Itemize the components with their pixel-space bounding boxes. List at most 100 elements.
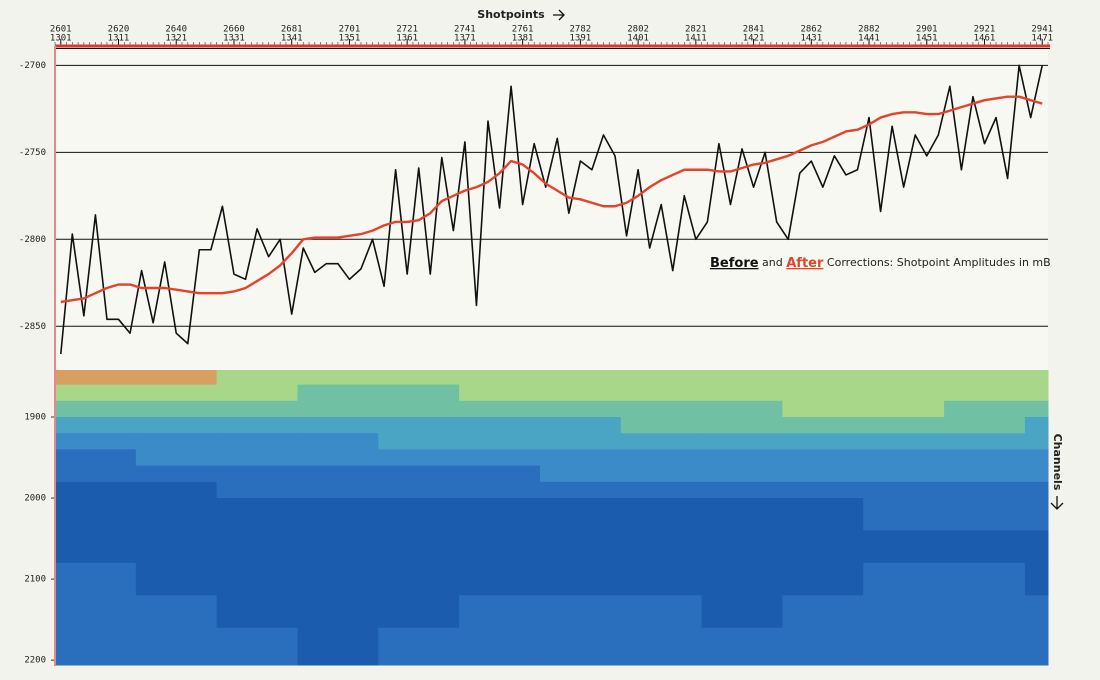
y-tick-label: 2100 bbox=[24, 575, 46, 585]
heat-cell bbox=[863, 417, 945, 434]
heat-cell bbox=[378, 481, 460, 499]
heat-cell bbox=[944, 400, 1026, 418]
y2-arrow bbox=[1050, 496, 1064, 510]
heat-cell bbox=[459, 481, 541, 499]
x-tick-label: 1311 bbox=[108, 34, 130, 44]
y2-axis-title: Channels bbox=[1051, 434, 1064, 491]
heat-cell bbox=[782, 562, 864, 596]
x-tick-label: 1331 bbox=[223, 34, 245, 44]
heat-cell bbox=[782, 498, 864, 531]
heat-cell bbox=[55, 400, 137, 418]
heat-cell bbox=[944, 417, 1026, 434]
y-tick-label: 2200 bbox=[24, 656, 46, 666]
x2-tick-label: 2841 bbox=[743, 25, 765, 35]
x-tick-label: 1451 bbox=[916, 34, 938, 44]
heat-cell bbox=[378, 498, 460, 531]
heat-cell bbox=[539, 627, 622, 666]
heat-cell bbox=[459, 627, 541, 666]
series-line bbox=[59, 64, 1044, 355]
heat-cell bbox=[55, 562, 137, 596]
x2-tick-label: 2681 bbox=[281, 25, 303, 35]
heat-cell bbox=[620, 562, 703, 596]
heat-cell bbox=[620, 449, 703, 467]
heat-cell bbox=[459, 384, 541, 402]
legend-after: After bbox=[786, 256, 824, 271]
heat-cell bbox=[55, 530, 137, 564]
heat-cell bbox=[1024, 530, 1049, 564]
x2-tick-label: 2660 bbox=[223, 25, 245, 35]
heat-cell bbox=[863, 562, 945, 596]
heat-cell bbox=[297, 498, 379, 531]
heat-cell bbox=[782, 400, 864, 418]
annotation-joiner: and bbox=[762, 256, 783, 269]
heat-cell bbox=[216, 498, 298, 531]
x-tick-label: 1371 bbox=[454, 34, 476, 44]
heat-cell bbox=[297, 627, 379, 666]
x2-tick-label: 2761 bbox=[512, 25, 534, 35]
x-tick-label: 1351 bbox=[339, 34, 361, 44]
heat-cell bbox=[539, 595, 622, 629]
heat-cell bbox=[1024, 384, 1049, 402]
heat-cell bbox=[701, 481, 783, 499]
heat-cell bbox=[944, 384, 1026, 402]
y-tick-label: 1900 bbox=[24, 413, 46, 423]
x-tick-label: 1411 bbox=[685, 34, 707, 44]
heat-cell bbox=[216, 400, 298, 418]
heat-cell bbox=[944, 481, 1026, 499]
heat-cell bbox=[459, 498, 541, 531]
heat-cell bbox=[216, 433, 298, 450]
y-tick-label: -2700 bbox=[19, 61, 46, 71]
heat-cell bbox=[216, 562, 298, 596]
heat-cell bbox=[701, 562, 783, 596]
heat-cell bbox=[863, 530, 945, 564]
heat-cell bbox=[55, 384, 137, 402]
heat-cell bbox=[944, 562, 1026, 596]
heat-cell bbox=[863, 627, 945, 666]
x-tick-label: 1361 bbox=[396, 34, 418, 44]
heat-cell bbox=[863, 433, 945, 450]
heat-cell bbox=[944, 465, 1026, 483]
heat-cell bbox=[620, 465, 703, 483]
heat-cell bbox=[459, 562, 541, 596]
heat-cell bbox=[701, 449, 783, 467]
heat-cell bbox=[1024, 433, 1049, 450]
heat-cell bbox=[1024, 400, 1049, 418]
y-tick-label: -2850 bbox=[19, 322, 46, 332]
heat-cell bbox=[459, 433, 541, 450]
heat-cell bbox=[459, 530, 541, 564]
heat-cell bbox=[1024, 595, 1049, 629]
heat-cell bbox=[216, 417, 298, 434]
heat-cell bbox=[620, 370, 703, 386]
heat-cell bbox=[135, 530, 218, 564]
heat-cell bbox=[863, 449, 945, 467]
heat-cell bbox=[216, 370, 298, 386]
heat-cell bbox=[135, 400, 218, 418]
x-arrow bbox=[553, 9, 565, 21]
heat-cell bbox=[135, 449, 218, 467]
heat-cell bbox=[135, 595, 218, 629]
heat-cell bbox=[782, 530, 864, 564]
x-tick-label: 1381 bbox=[512, 34, 534, 44]
x-tick-label: 1421 bbox=[743, 34, 765, 44]
heat-cell bbox=[216, 465, 298, 483]
heat-cell bbox=[944, 595, 1026, 629]
heat-cell bbox=[944, 627, 1026, 666]
heat-cell bbox=[539, 481, 622, 499]
x-axis-title: Shotpoints bbox=[477, 8, 545, 21]
heat-cell bbox=[216, 627, 298, 666]
heat-cell bbox=[297, 370, 379, 386]
heat-cell bbox=[1024, 417, 1049, 434]
heat-cell bbox=[55, 498, 137, 531]
heat-cell bbox=[944, 530, 1026, 564]
heatmap: 1900 2000 2100 2200 bbox=[24, 370, 1049, 666]
heat-cell bbox=[135, 627, 218, 666]
heat-cell bbox=[55, 370, 137, 386]
heat-cell bbox=[459, 417, 541, 434]
heat-cell bbox=[620, 400, 703, 418]
x2-tick-label: 2901 bbox=[916, 25, 938, 35]
heat-cell bbox=[539, 417, 622, 434]
heat-cell bbox=[297, 562, 379, 596]
x2-tick-label: 2640 bbox=[165, 25, 187, 35]
y-tick-label: 2000 bbox=[24, 494, 46, 504]
heat-cell bbox=[378, 465, 460, 483]
